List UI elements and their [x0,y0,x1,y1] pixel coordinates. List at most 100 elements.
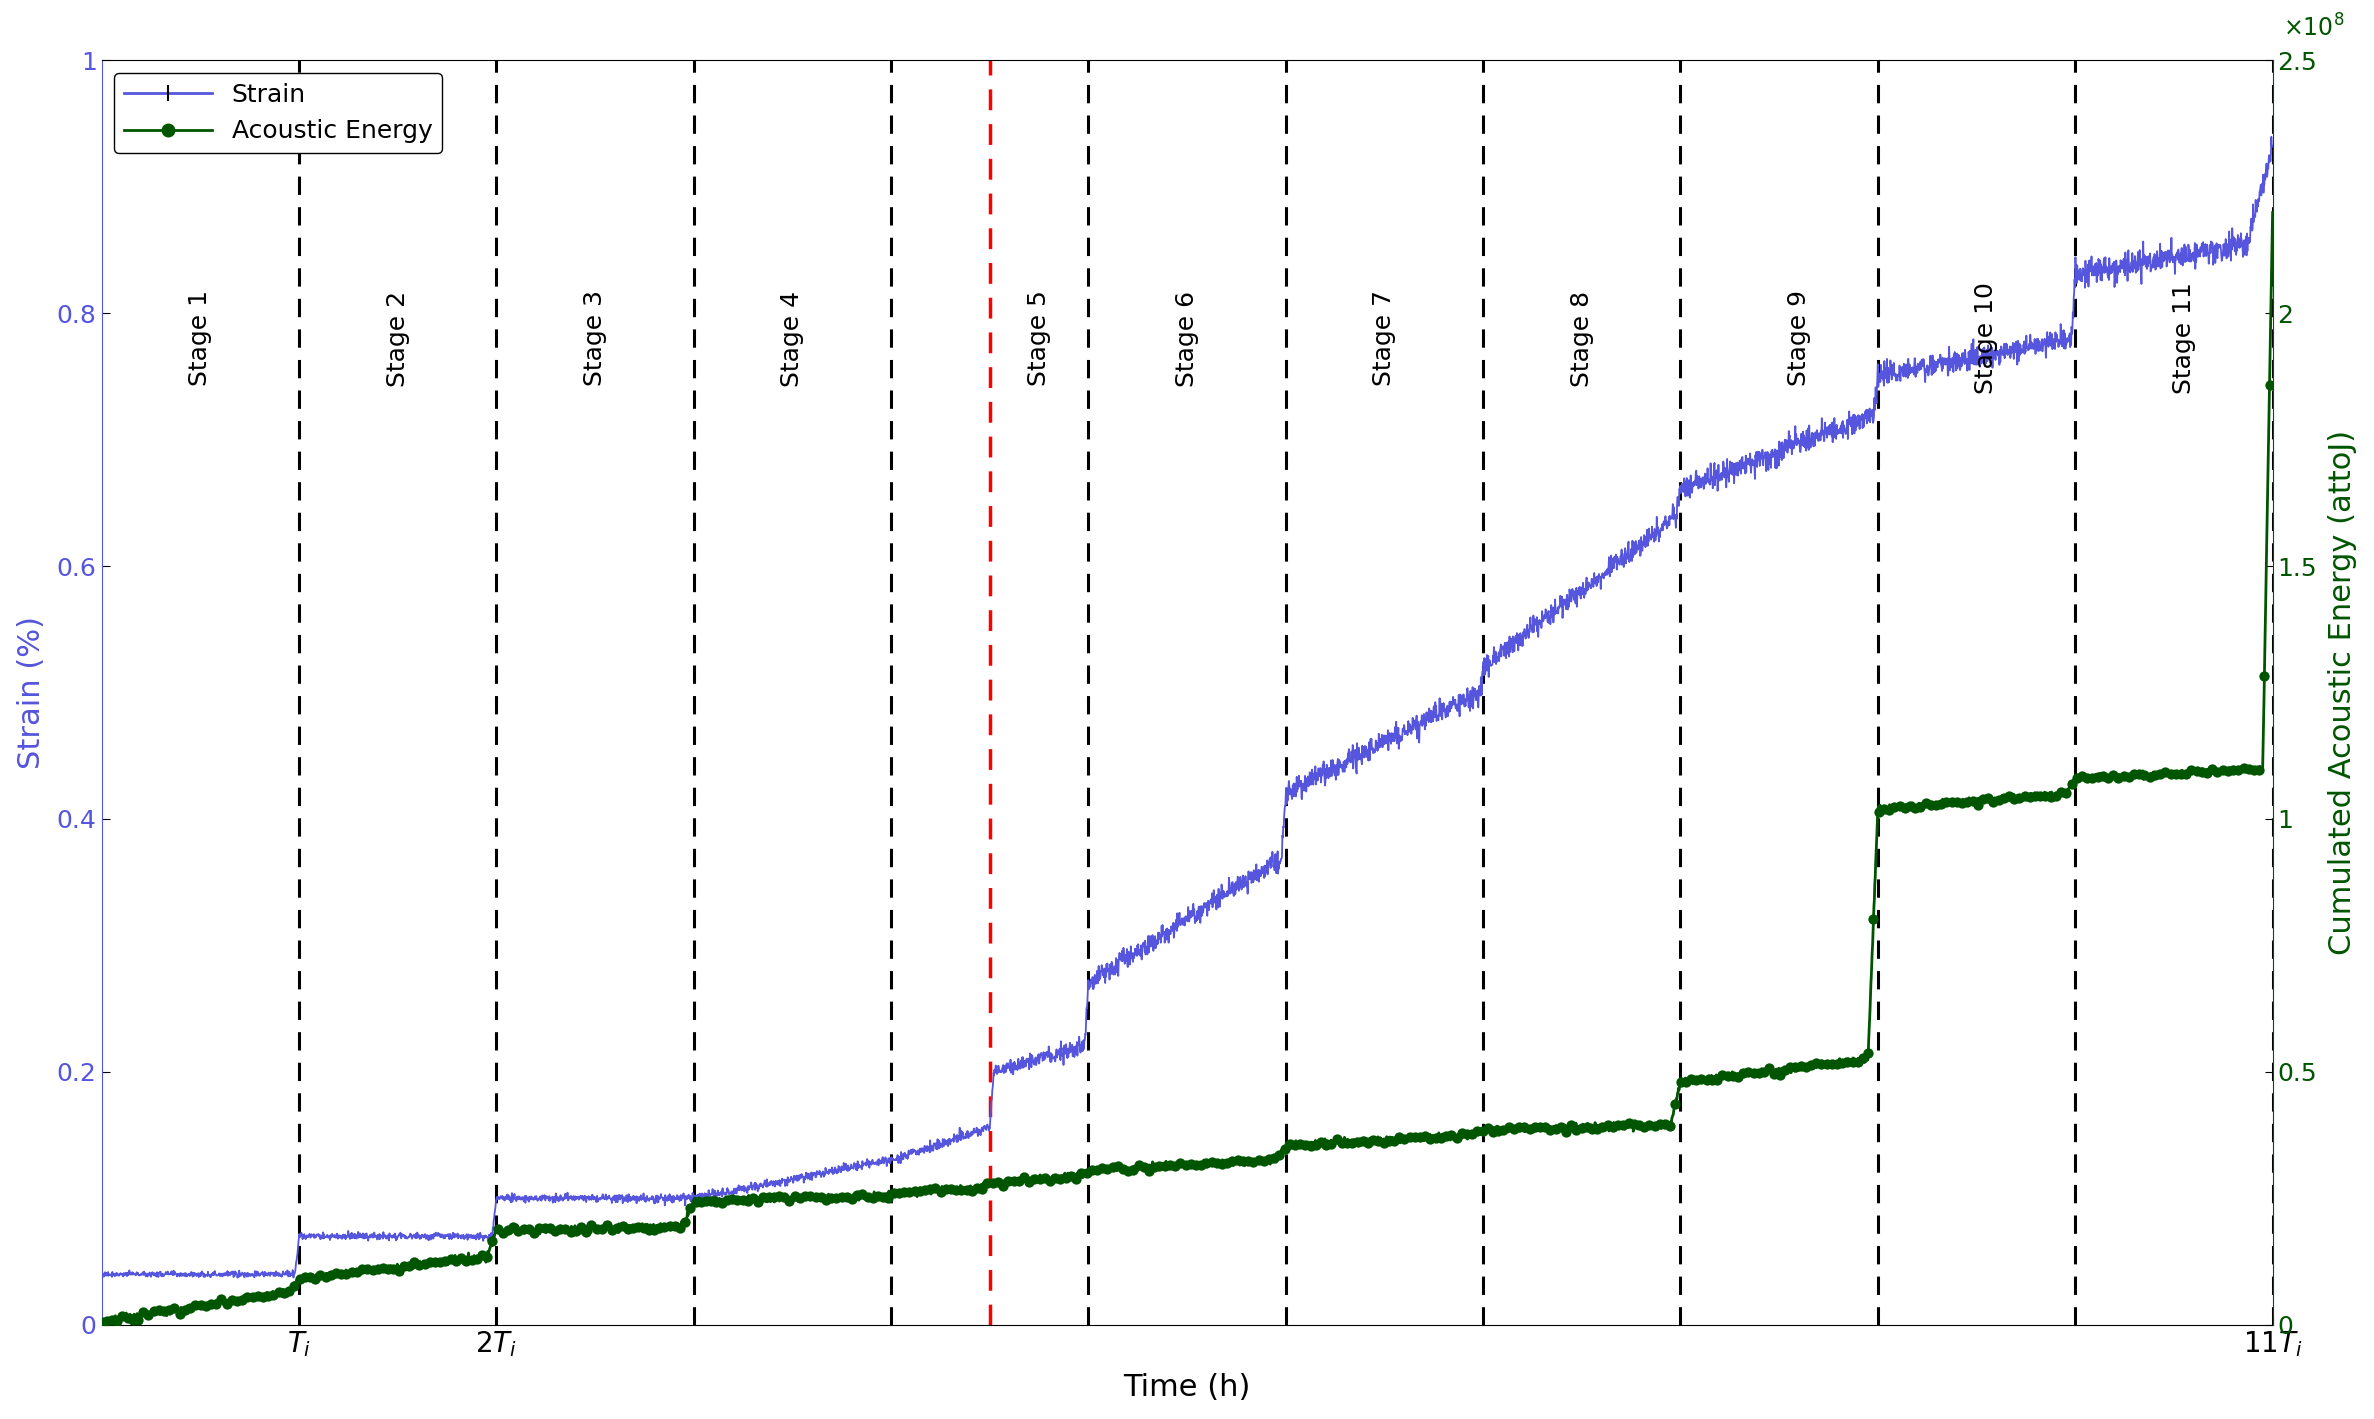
Point [2246,664,2284,687]
Point [480,1218,518,1240]
Point [1562,1117,1600,1139]
Point [1087,1158,1125,1181]
Point [131,1304,169,1327]
Point [1296,1134,1334,1156]
Point [821,1186,859,1209]
Point [1386,1128,1424,1151]
Point [598,1216,636,1239]
Point [228,1286,266,1308]
Point [1348,1131,1386,1154]
Point [375,1257,413,1280]
Point [537,1220,575,1243]
Point [1740,1061,1778,1084]
Point [2251,373,2289,396]
Point [109,1307,147,1330]
Point [1192,1151,1230,1174]
Text: Stage 4: Stage 4 [781,291,805,386]
Point [223,1288,261,1311]
Point [1807,1053,1845,1076]
Point [1173,1152,1211,1175]
Point [1849,1042,1887,1064]
Point [1688,1069,1726,1091]
Text: Stage 11: Stage 11 [2172,282,2196,394]
Point [1094,1155,1132,1178]
Point [589,1213,627,1236]
Point [947,1179,985,1202]
Point [817,1186,855,1209]
Point [1004,1166,1042,1189]
Point [2151,763,2189,786]
Point [1187,1152,1225,1175]
Point [1788,1056,1826,1078]
Point [1275,1134,1313,1156]
Point [1470,1117,1507,1139]
Point [2106,765,2144,788]
Point [202,1287,240,1310]
Point [380,1260,418,1283]
Point [285,1266,323,1288]
Point [886,1181,923,1203]
Point [1776,1056,1814,1078]
Point [1515,1115,1553,1138]
Point [693,1191,731,1213]
Point [1234,1151,1272,1174]
Point [900,1179,938,1202]
Point [1840,1050,1878,1073]
Point [2167,762,2205,785]
Point [1531,1118,1569,1141]
Text: Stage 5: Stage 5 [1028,291,1052,386]
Point [1880,795,1918,817]
Point [1541,1115,1579,1138]
Point [1443,1122,1481,1145]
Point [1802,1053,1840,1076]
Point [603,1215,641,1237]
Point [453,1249,491,1271]
Point [197,1293,235,1315]
Point [2172,759,2210,782]
Point [698,1191,736,1213]
Point [798,1185,836,1208]
Point [829,1186,867,1209]
Point [646,1215,684,1237]
Point [1505,1115,1543,1138]
Point [802,1185,840,1208]
Point [907,1179,945,1202]
Point [171,1297,209,1320]
Point [1771,1056,1809,1078]
Point [1724,1061,1762,1084]
Point [2120,763,2158,786]
Point [406,1252,444,1274]
Point [848,1185,886,1208]
Point [349,1257,387,1280]
Point [1975,790,2013,813]
Point [415,1250,453,1273]
Point [161,1303,199,1325]
Point [1109,1159,1147,1182]
Point [608,1218,646,1240]
Point [1199,1151,1237,1174]
Point [1619,1114,1657,1137]
Point [420,1252,458,1274]
Point [1401,1125,1439,1148]
Point [2084,765,2122,788]
Point [1553,1114,1591,1137]
Point [677,1191,715,1213]
Point [1928,790,1966,813]
Point [1474,1121,1512,1144]
Point [2208,759,2246,782]
Point [370,1257,408,1280]
Point [985,1175,1023,1198]
Point [2198,761,2236,783]
Point [1923,793,1961,816]
Point [1942,792,1980,815]
Point [620,1216,658,1239]
Point [577,1218,615,1240]
Point [176,1293,214,1315]
Point [1422,1127,1460,1149]
Point [1510,1117,1548,1139]
Text: Stage 1: Stage 1 [188,291,211,386]
Point [1631,1114,1669,1137]
Point [1579,1118,1617,1141]
Point [1147,1155,1185,1178]
Point [615,1216,653,1239]
